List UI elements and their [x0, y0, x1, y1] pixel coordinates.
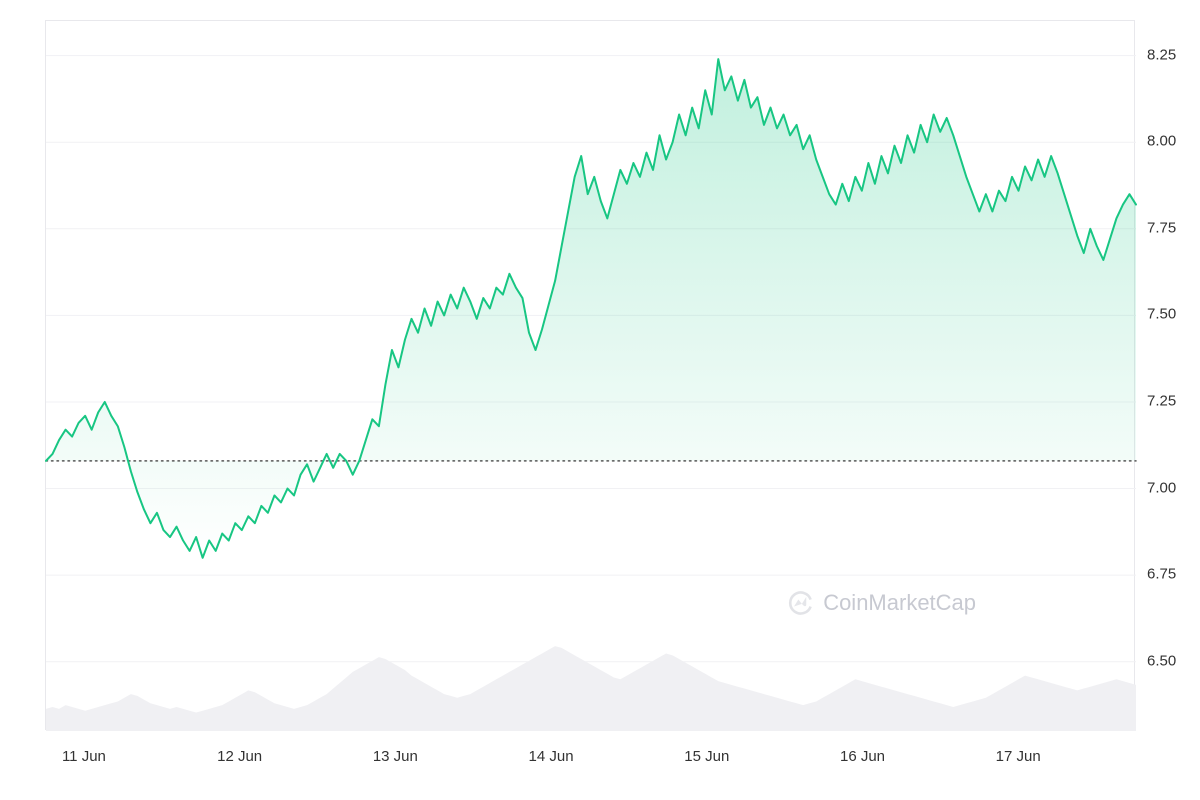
coinmarketcap-icon: [787, 589, 815, 617]
y-axis-label: 6.75: [1147, 566, 1176, 583]
x-axis-label: 15 Jun: [684, 748, 729, 765]
price-chart[interactable]: CoinMarketCap: [45, 20, 1135, 730]
y-axis-label: 8.00: [1147, 133, 1176, 150]
y-axis-label: 7.50: [1147, 306, 1176, 323]
y-axis-label: 7.75: [1147, 219, 1176, 236]
x-axis-label: 16 Jun: [840, 748, 885, 765]
y-axis-label: 7.00: [1147, 479, 1176, 496]
chart-canvas: [46, 21, 1136, 731]
y-axis-label: 8.25: [1147, 46, 1176, 63]
x-axis-label: 11 Jun: [62, 748, 106, 765]
watermark: CoinMarketCap: [787, 589, 976, 617]
x-axis-label: 14 Jun: [529, 748, 574, 765]
x-axis-label: 17 Jun: [996, 748, 1041, 765]
x-axis-label: 13 Jun: [373, 748, 418, 765]
y-axis-label: 6.50: [1147, 652, 1176, 669]
y-axis-label: 7.25: [1147, 392, 1176, 409]
x-axis-label: 12 Jun: [217, 748, 262, 765]
watermark-text: CoinMarketCap: [823, 590, 976, 616]
